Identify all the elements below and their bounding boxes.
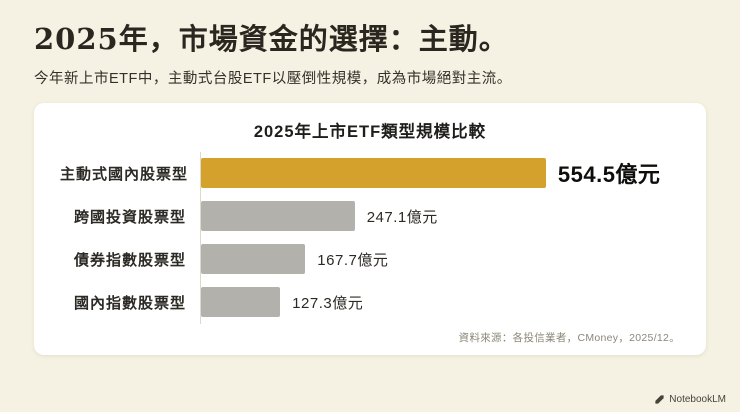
value-label: 554.5億元 (557, 162, 661, 188)
bar (201, 158, 546, 189)
bar-track: 167.7億元 (200, 237, 680, 281)
chart-row: 債券指數股票型 167.7億元 (60, 237, 680, 281)
chart-card: 2025年上市ETF類型規模比較 主動式國內股票型 554.5億元跨國投資股票型 2… (34, 102, 706, 355)
category-label: 跨國投資股票型 (73, 208, 186, 226)
watermark-label: NotebookLM (669, 394, 726, 405)
chart-row: 主動式國內股票型 554.5億元 (60, 151, 680, 195)
page-title: 2025年，市場資金的選擇：主動。 (34, 22, 509, 56)
category-label: 國內指數股票型 (73, 294, 186, 312)
category-label: 主動式國內股票型 (60, 165, 189, 183)
value-label: 167.7億元 (317, 251, 389, 269)
bar (201, 244, 306, 275)
bar-track: 554.5億元 (200, 151, 680, 195)
category-label: 債券指數股票型 (73, 251, 186, 269)
page-subtitle: 今年新上市ETF中，主動式台股ETF以壓倒性規模，成為市場絕對主流。 (34, 70, 512, 87)
chart-title: 2025年上市ETF類型規模比較 (253, 122, 487, 141)
chart-row: 跨國投資股票型 247.1億元 (60, 194, 680, 238)
bar-track: 127.3億元 (200, 280, 680, 324)
chart-row: 國內指數股票型 127.3億元 (60, 280, 680, 324)
notebooklm-icon (655, 395, 664, 404)
value-label: 127.3億元 (292, 294, 364, 312)
bar (201, 287, 281, 318)
notebooklm-watermark: NotebookLM (654, 394, 726, 405)
bar-track: 247.1億元 (200, 194, 680, 238)
bar (201, 201, 355, 232)
value-label: 247.1億元 (366, 208, 438, 226)
source-note: 資料來源：各投信業者，CMoney，2025/12。 (458, 331, 680, 344)
bar-chart: 主動式國內股票型 554.5億元跨國投資股票型 247.1億元債券指數股票型 167.… (60, 150, 680, 328)
